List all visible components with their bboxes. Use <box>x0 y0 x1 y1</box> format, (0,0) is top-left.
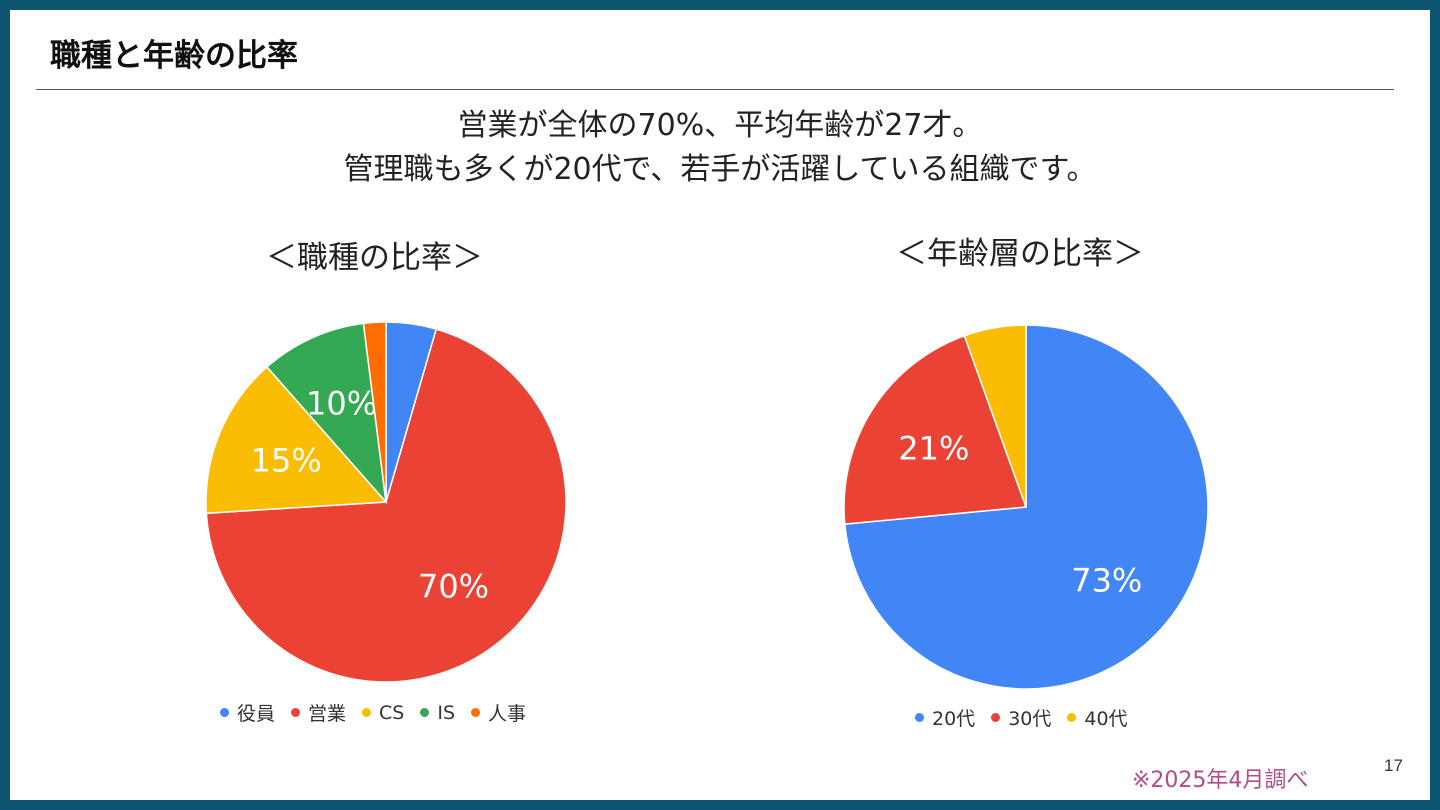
job-legend-label: 営業 <box>308 703 347 725</box>
age-legend-label: 40代 <box>1084 708 1128 730</box>
age-pie-chart: 73% 21% <box>843 324 1209 690</box>
title-divider <box>36 89 1394 90</box>
job-legend-swatch <box>420 708 430 717</box>
job-chart-title: ＜職種の比率＞ <box>266 240 483 276</box>
job-legend-label: 人事 <box>488 703 527 725</box>
age-slice-3 <box>963 324 1027 508</box>
age-legend-item: 20代 <box>915 704 975 731</box>
job-legend-label: IS <box>437 701 456 724</box>
job-legend-item: IS <box>420 702 455 724</box>
job-legend-label: 役員 <box>237 703 276 725</box>
age-data-label-1: 73% <box>1071 561 1142 599</box>
job-pie-chart: 70% 15% 10% <box>205 321 567 683</box>
slide: 職種と年齢の比率 営業が全体の70%、平均年齢が27才。 管理職も多くが20代で… <box>10 10 1430 800</box>
job-legend-swatch <box>291 708 301 717</box>
job-legend-item: CS <box>362 702 404 724</box>
lead-line-2: 管理職も多くが20代で、若手が活躍している組織です。 <box>343 152 1097 187</box>
age-legend-label: 20代 <box>932 708 976 730</box>
age-chart-title: ＜年齢層の比率＞ <box>896 236 1144 272</box>
age-legend-swatch <box>915 713 924 722</box>
job-legend-swatch <box>471 708 481 717</box>
job-chart-legend: 役員 営業 CS IS 人事 <box>220 699 542 726</box>
survey-note: ※2025年4月調べ <box>1132 768 1309 793</box>
job-legend-item: 営業 <box>291 699 346 726</box>
job-data-label-3: 15% <box>251 442 322 480</box>
job-data-label-2: 70% <box>418 567 489 605</box>
slide-title: 職種と年齢の比率 <box>50 38 298 74</box>
job-legend-item: 役員 <box>220 699 275 726</box>
job-legend-swatch <box>362 708 372 717</box>
age-legend-swatch <box>991 713 1001 722</box>
lead-text: 営業が全体の70%、平均年齢が27才。 管理職も多くが20代で、若手が活躍してい… <box>10 104 1430 192</box>
job-data-label-4: 10% <box>306 385 377 423</box>
job-slice-4 <box>265 322 388 505</box>
job-legend-label: CS <box>379 701 405 724</box>
age-legend-label: 30代 <box>1008 708 1052 730</box>
job-slice-5 <box>362 321 387 503</box>
age-chart-legend: 20代 30代 40代 <box>915 704 1144 731</box>
age-legend-item: 40代 <box>1067 704 1128 731</box>
job-legend-swatch <box>220 708 229 717</box>
job-legend-item: 人事 <box>471 699 526 726</box>
age-data-label-2: 21% <box>898 429 969 467</box>
page-number: 17 <box>1384 756 1403 775</box>
lead-line-1: 営業が全体の70%、平均年齢が27才。 <box>457 108 983 143</box>
age-legend-swatch <box>1067 713 1077 722</box>
job-slice-2 <box>205 328 567 683</box>
job-slice-3 <box>205 365 388 515</box>
age-legend-item: 30代 <box>991 704 1051 731</box>
